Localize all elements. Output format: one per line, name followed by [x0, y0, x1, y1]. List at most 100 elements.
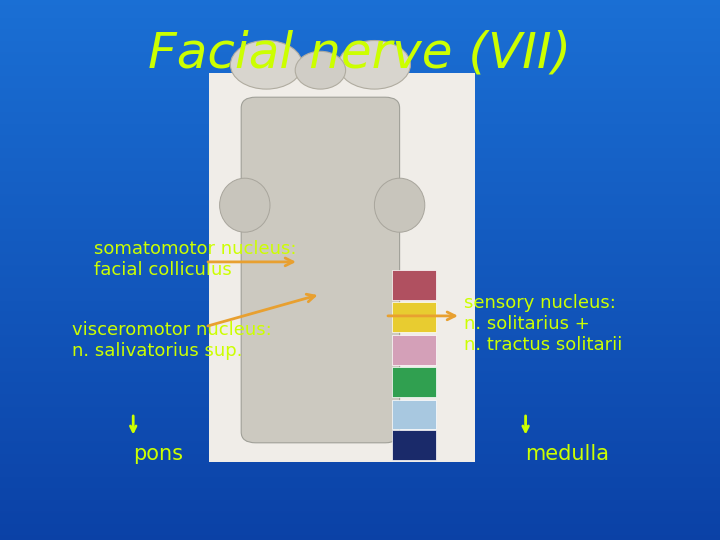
Bar: [0, 475, 720, 477]
Bar: [0, 400, 720, 401]
Bar: [0, 58, 720, 59]
Bar: [0, 238, 720, 239]
Bar: [0, 421, 720, 423]
Bar: [0, 444, 720, 447]
Bar: [0, 301, 720, 302]
Bar: [0, 90, 720, 92]
Bar: [0, 524, 720, 525]
Bar: [0, 437, 720, 439]
Bar: [0, 23, 720, 25]
Bar: [0, 142, 720, 144]
Bar: [0, 196, 720, 198]
Bar: [0, 157, 720, 158]
Bar: [0, 88, 720, 90]
Text: visceromotor nucleus:
n. salivatorius sup.: visceromotor nucleus: n. salivatorius su…: [72, 321, 271, 360]
Bar: [0, 207, 720, 209]
Bar: [0, 427, 720, 428]
Bar: [0, 450, 720, 452]
Bar: [0, 106, 720, 108]
Bar: [0, 457, 720, 459]
Bar: [0, 63, 720, 65]
Bar: [0, 212, 720, 214]
Bar: [0, 349, 720, 351]
Bar: [0, 227, 720, 228]
Bar: [0, 43, 720, 45]
Bar: [0, 533, 720, 535]
Bar: [0, 39, 720, 42]
Bar: [0, 279, 720, 281]
Bar: [0, 382, 720, 383]
Bar: [0, 414, 720, 416]
Bar: [0, 515, 720, 517]
Bar: [0, 369, 720, 371]
Bar: [0, 477, 720, 479]
Bar: [0, 101, 720, 103]
Bar: [0, 471, 720, 474]
Bar: [0, 135, 720, 137]
Bar: [0, 85, 720, 86]
Bar: [0, 417, 720, 420]
Bar: [0, 27, 720, 29]
Bar: [0, 511, 720, 513]
Text: Facial nerve (VII): Facial nerve (VII): [148, 30, 572, 78]
Bar: [0, 184, 720, 185]
Bar: [0, 241, 720, 243]
Bar: [0, 474, 720, 475]
Bar: [0, 346, 720, 347]
Bar: [0, 32, 720, 34]
Ellipse shape: [230, 40, 302, 89]
Bar: [0, 147, 720, 150]
Bar: [0, 356, 720, 358]
Bar: [0, 140, 720, 142]
Bar: [0, 281, 720, 282]
Bar: [0, 191, 720, 193]
Bar: [0, 390, 720, 393]
Bar: [0, 110, 720, 112]
Bar: [0, 358, 720, 360]
Bar: [0, 223, 720, 225]
Bar: [0, 268, 720, 270]
Bar: [0, 405, 720, 407]
Bar: [0, 498, 720, 501]
Bar: [0, 309, 720, 312]
Bar: [0, 261, 720, 263]
Bar: [0, 486, 720, 488]
Bar: [0, 31, 720, 32]
Bar: [0, 123, 720, 124]
Bar: [0, 502, 720, 504]
Bar: [0, 2, 720, 4]
Bar: [0, 243, 720, 245]
Bar: [0, 282, 720, 285]
Bar: [0, 61, 720, 63]
Bar: [0, 522, 720, 524]
Bar: [0, 481, 720, 482]
Bar: [0, 164, 720, 166]
Bar: [0, 255, 720, 258]
Bar: [0, 488, 720, 490]
Bar: [0, 441, 720, 443]
Bar: [0, 434, 720, 436]
Bar: [0, 200, 720, 201]
Bar: [0, 194, 720, 196]
Bar: [0, 409, 720, 410]
Bar: [0, 529, 720, 531]
Bar: [209, 73, 475, 462]
Bar: [0, 259, 720, 261]
Bar: [392, 430, 436, 460]
Bar: [0, 490, 720, 491]
Text: medulla: medulla: [526, 443, 610, 464]
Bar: [0, 443, 720, 444]
Bar: [0, 393, 720, 394]
Bar: [0, 491, 720, 493]
Bar: [0, 331, 720, 333]
Bar: [0, 234, 720, 236]
Bar: [0, 182, 720, 184]
Bar: [0, 72, 720, 74]
Bar: [0, 344, 720, 346]
Bar: [0, 423, 720, 425]
Bar: [0, 520, 720, 522]
Bar: [0, 252, 720, 254]
Bar: [0, 198, 720, 200]
Bar: [0, 376, 720, 378]
Bar: [0, 347, 720, 349]
